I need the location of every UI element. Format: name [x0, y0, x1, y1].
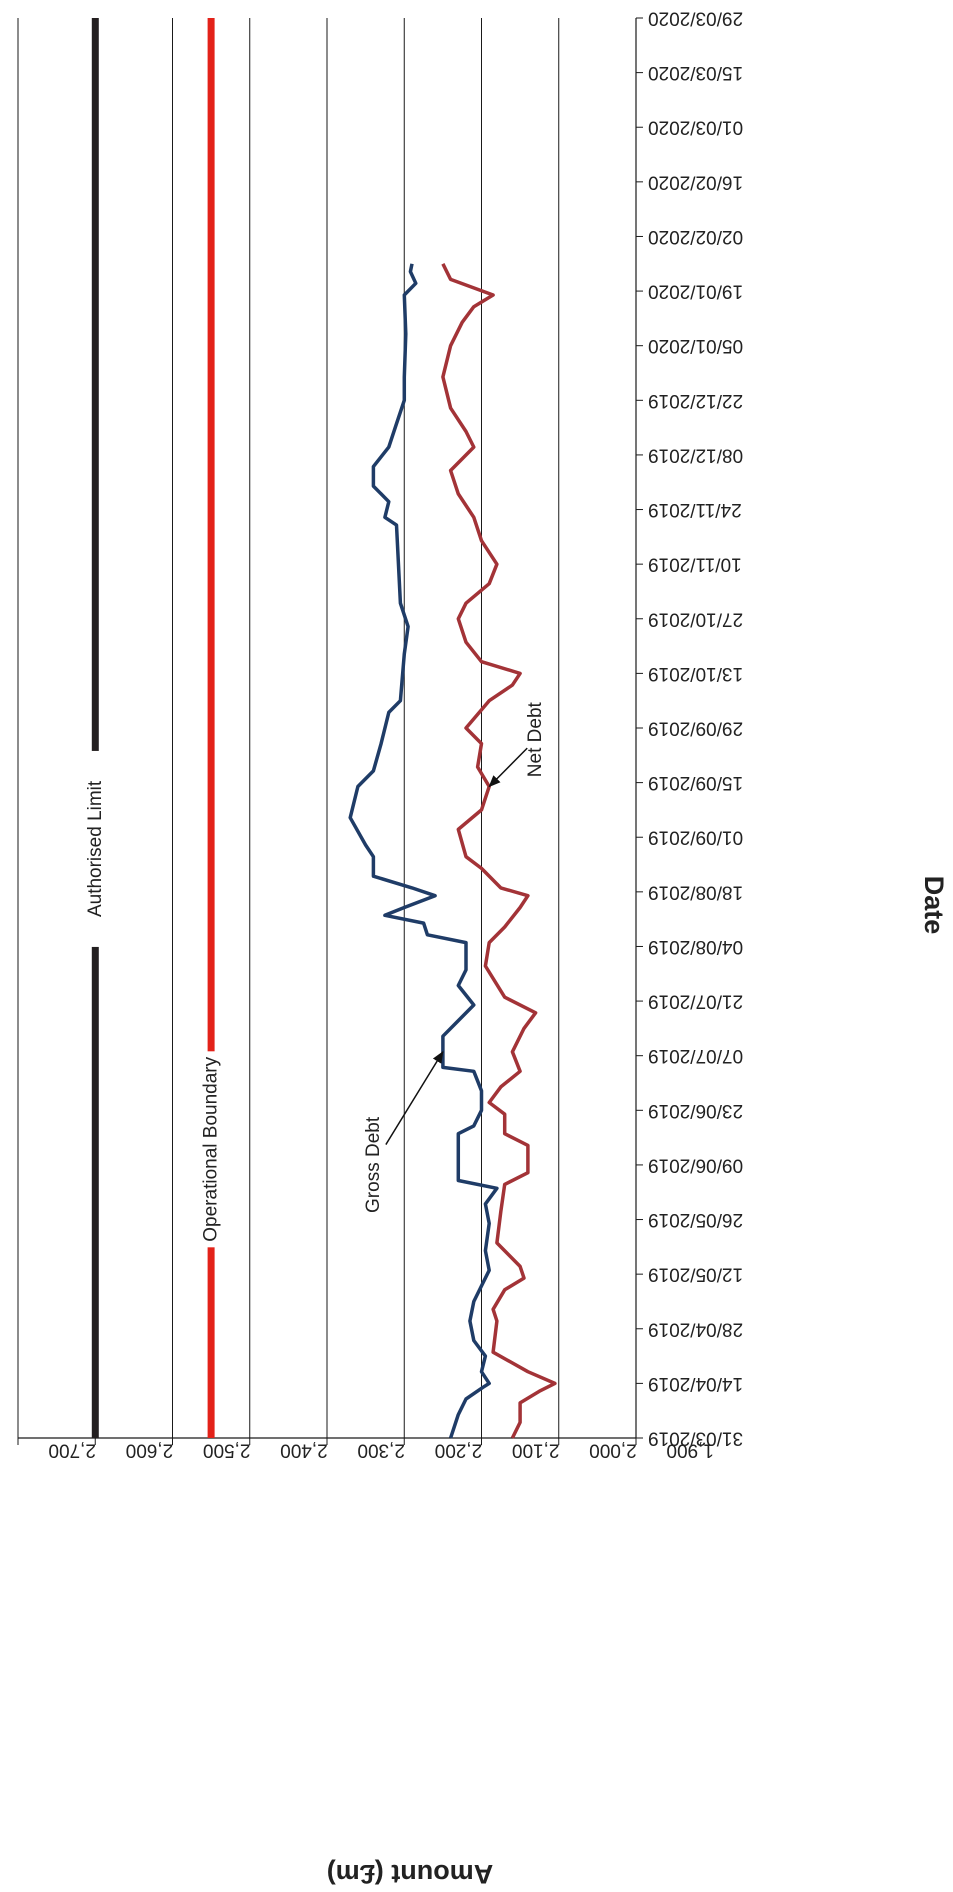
series-layer: [91, 18, 557, 1439]
series-gross-debt-line: [348, 263, 499, 1439]
amount-tick-label: 2,000: [589, 1440, 637, 1461]
date-tick-label: 05/01/2020: [648, 335, 743, 356]
date-tick-label: 24/11/2019: [648, 499, 742, 520]
gross-debt-label: Gross Debt: [363, 1116, 384, 1213]
date-tick-label: 22/12/2019: [648, 390, 743, 411]
date-tick-label: 15/03/2020: [648, 62, 743, 83]
axis-layer: 1,900 2,000 2,100 2,200 2,300 2,400 2,500 2,600…: [17, 8, 743, 1461]
date-tick-label: 14/04/2019: [648, 1373, 743, 1394]
date-tick-label: 26/05/2019: [648, 1209, 743, 1230]
date-tick-label: 02/02/2020: [648, 226, 743, 247]
date-tick-label: 18/08/2019: [648, 881, 743, 902]
date-tick-label: 01/09/2019: [648, 827, 743, 848]
annotation-layer: Authorised Limit Operational Boundary Gros…: [81, 701, 546, 1248]
gross-debt-arrow: [385, 1050, 444, 1145]
date-tick-label: 23/06/2019: [648, 1100, 743, 1121]
date-tick-label: 28/04/2019: [648, 1318, 743, 1339]
amount-tick-label: 2,400: [280, 1440, 328, 1461]
authorised-limit-label-gap: [81, 750, 110, 947]
y-axis-title: Amount (£m): [327, 1859, 493, 1887]
operational-boundary-label-gap: [197, 1051, 226, 1248]
amount-tick-label: 2,300: [357, 1440, 405, 1461]
date-tick-label: 29/03/2020: [648, 8, 743, 29]
net-debt-label: Net Debt: [525, 701, 546, 777]
date-tick-label: 04/08/2019: [648, 936, 743, 957]
amount-tick-label: 2,500: [203, 1440, 251, 1461]
date-tick-label: 27/10/2019: [648, 608, 743, 629]
x-axis-title: Date: [919, 876, 949, 935]
amount-tick-label: 1,900: [666, 1440, 714, 1461]
date-tick-label: 29/09/2019: [648, 718, 743, 739]
date-tick-label: 15/09/2019: [648, 772, 743, 793]
date-tick-label: 16/02/2020: [648, 171, 743, 192]
date-tick-label: 21/07/2019: [648, 991, 743, 1012]
date-tick-label: 08/12/2019: [648, 444, 743, 465]
date-tick-label: 10/11/2019: [648, 554, 742, 575]
amount-tick-label: 2,100: [512, 1440, 560, 1461]
authorised-limit-label: Authorised Limit: [85, 780, 106, 917]
date-tick-label: 01/03/2020: [648, 117, 743, 138]
operational-boundary-label: Operational Boundary: [201, 1056, 222, 1241]
date-tick-label: 07/07/2019: [648, 1045, 743, 1066]
net-debt-arrow: [488, 747, 528, 788]
series-net-debt-line: [441, 263, 557, 1439]
date-tick-label: 12/05/2019: [648, 1264, 743, 1285]
date-tick-label: 13/10/2019: [648, 663, 743, 684]
date-tick-label: 09/06/2019: [648, 1154, 743, 1175]
amount-tick-label: 2,200: [435, 1440, 483, 1461]
grid-layer: [17, 18, 637, 1438]
amount-tick-label: 2,700: [48, 1440, 96, 1461]
date-tick-label: 31/03/2019: [648, 1428, 743, 1449]
date-tick-label: 19/01/2020: [648, 281, 743, 302]
amount-tick-label: 2,600: [126, 1440, 174, 1461]
